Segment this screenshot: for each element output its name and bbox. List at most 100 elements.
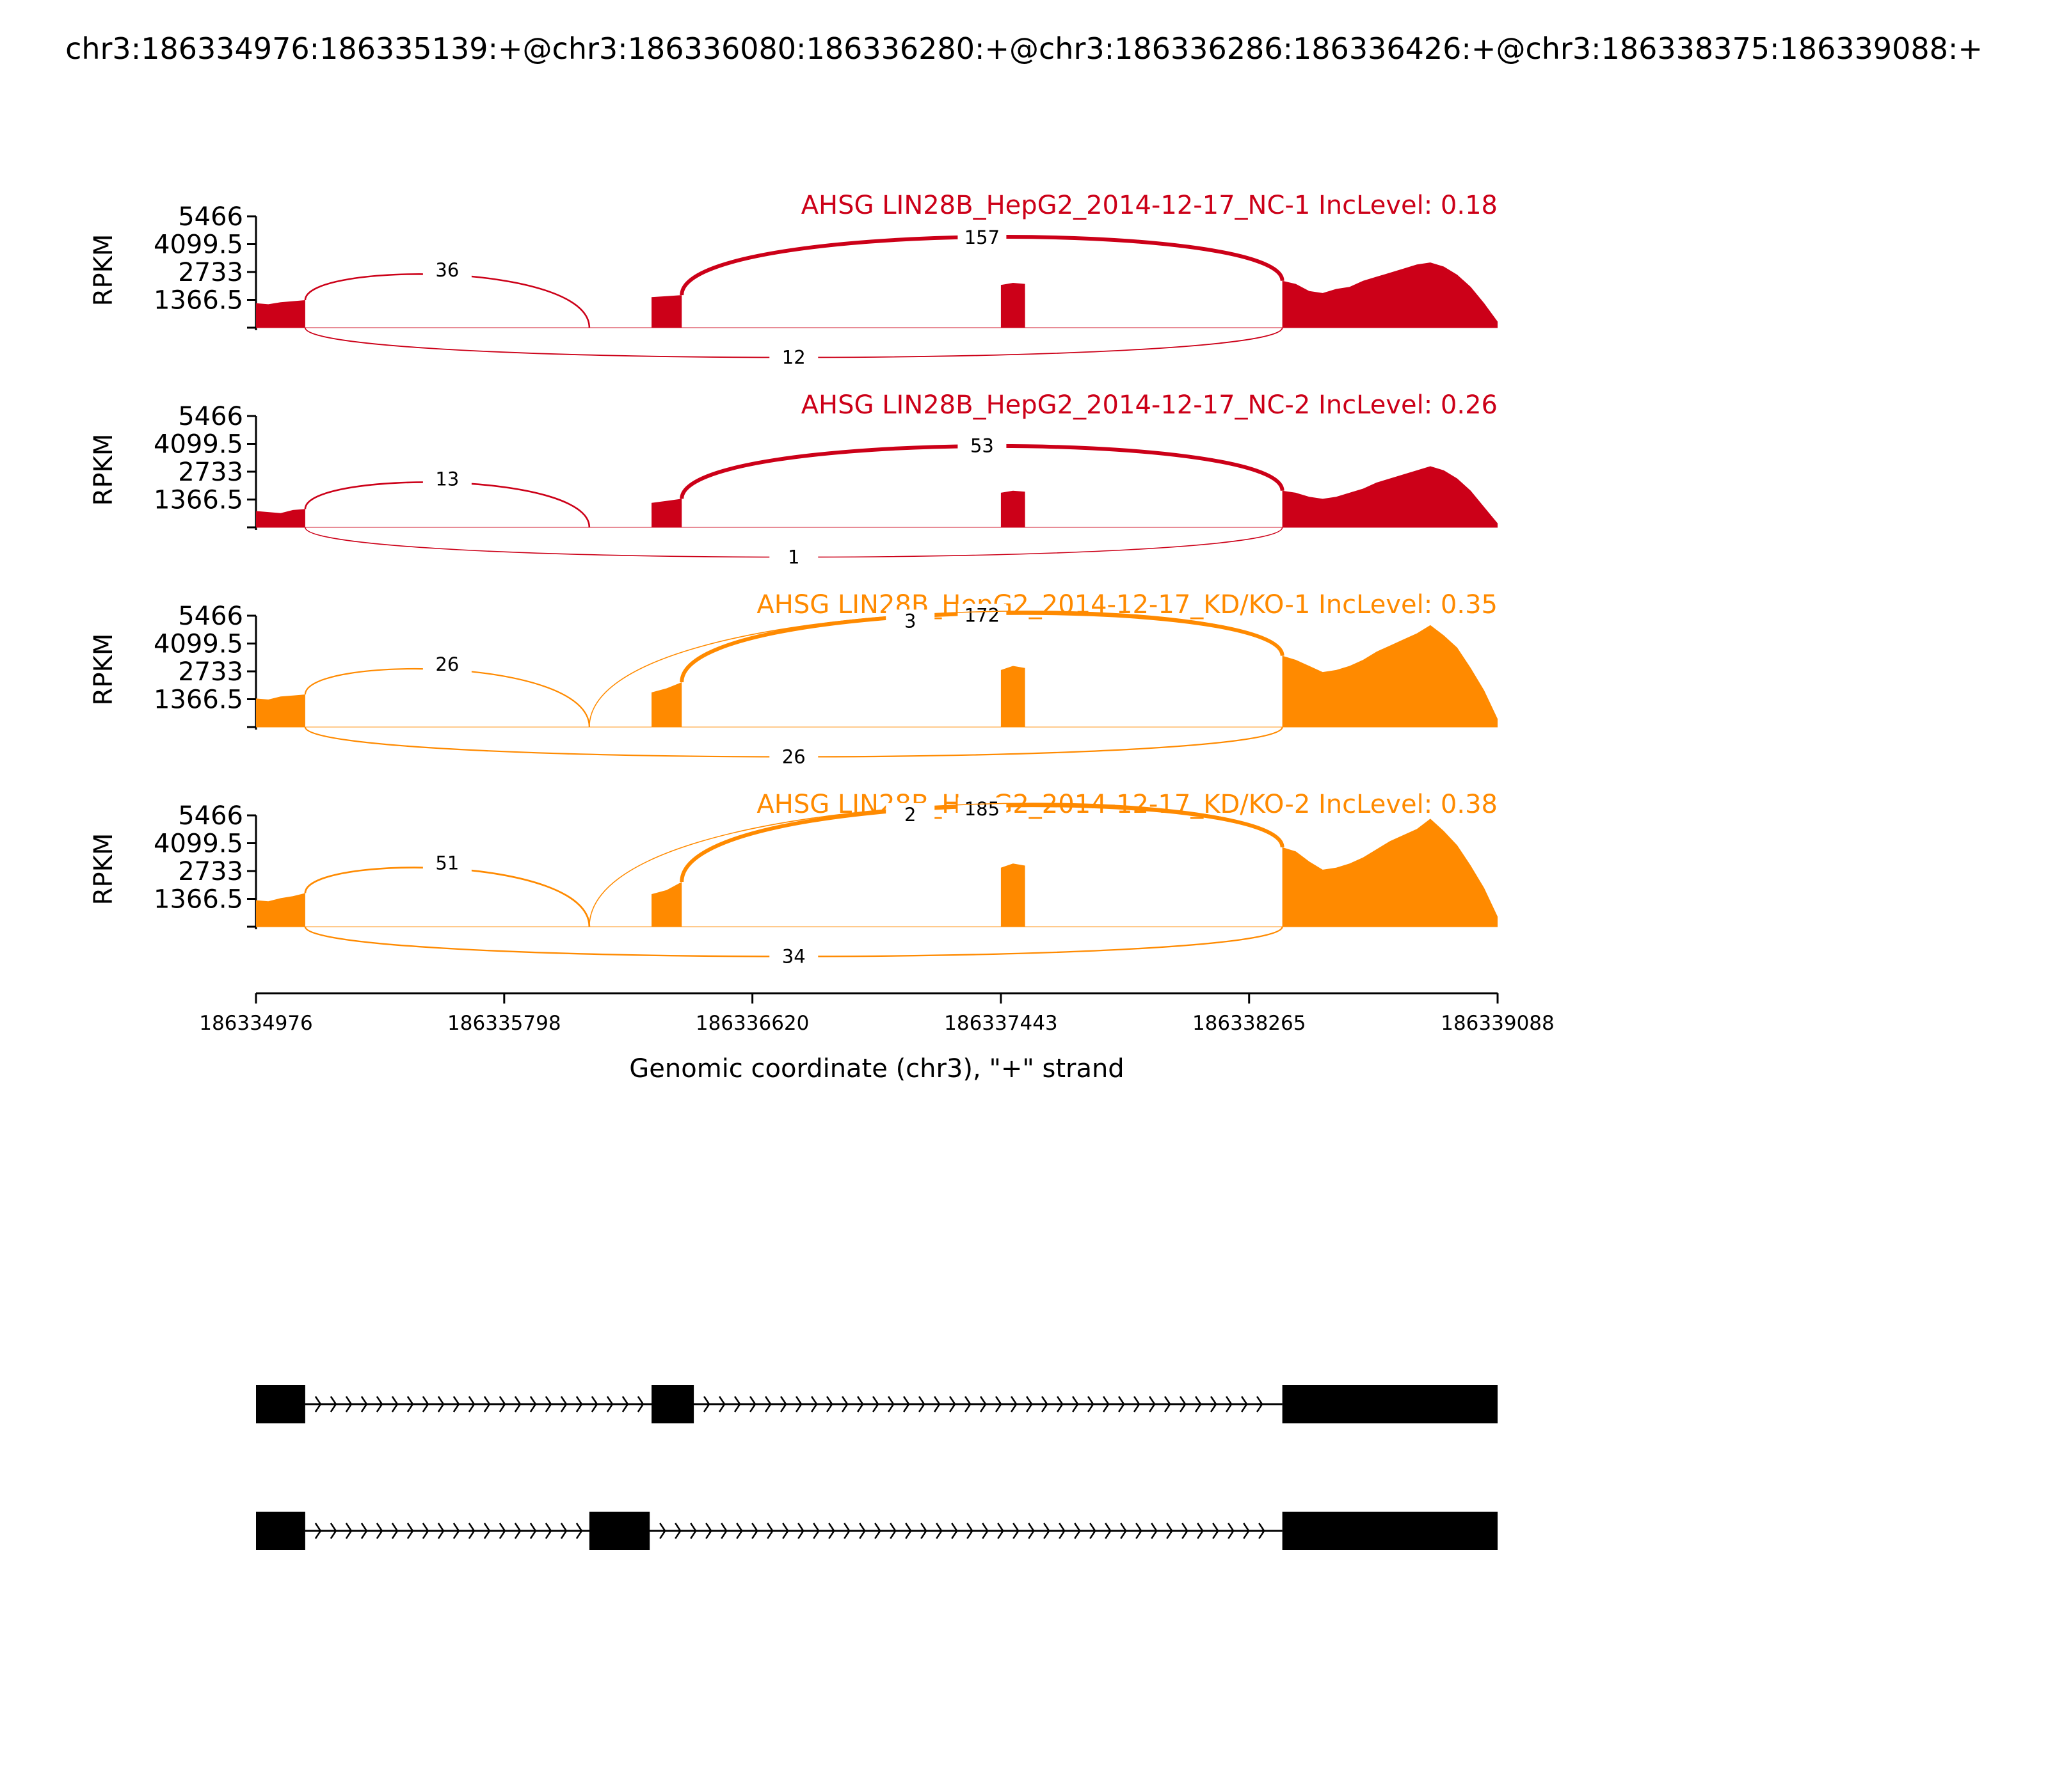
strand-arrow <box>749 1396 756 1412</box>
coverage-area <box>1282 466 1498 527</box>
exon-block <box>1282 1512 1498 1550</box>
strand-arrow <box>360 1396 368 1412</box>
y-tick-label: 1366.5 <box>154 486 243 515</box>
exon-block <box>256 1512 305 1550</box>
coverage-area <box>652 682 682 727</box>
y-tick-label: 4099.5 <box>154 630 243 659</box>
strand-arrow <box>703 1396 710 1412</box>
strand-arrow <box>828 1523 835 1539</box>
strand-arrow <box>422 1523 429 1539</box>
junction-count: 3 <box>904 610 916 632</box>
strand-arrow <box>811 1396 818 1412</box>
strand-arrow <box>591 1396 598 1412</box>
strand-arrow <box>422 1396 429 1412</box>
exon-block <box>1282 1385 1498 1423</box>
strand-arrow <box>842 1396 849 1412</box>
strand-arrow <box>1243 1523 1250 1539</box>
junction-count: 36 <box>435 259 459 281</box>
y-axis-title: RPKM <box>89 634 118 706</box>
y-tick-label: 1366.5 <box>154 885 243 915</box>
strand-arrow <box>1118 1396 1125 1412</box>
x-tick-label: 186334976 <box>199 1012 313 1035</box>
strand-arrow <box>1012 1523 1020 1539</box>
strand-arrow <box>1164 1396 1171 1412</box>
junction-count: 185 <box>964 798 1000 820</box>
gene-models <box>256 1385 1498 1550</box>
exon-block <box>589 1512 650 1550</box>
strand-arrow <box>734 1396 741 1412</box>
strand-arrow <box>857 1396 864 1412</box>
strand-arrow <box>844 1523 851 1539</box>
strand-arrow <box>1241 1396 1248 1412</box>
strand-arrow <box>1166 1523 1173 1539</box>
junction-count: 2 <box>904 804 916 826</box>
strand-arrow <box>782 1523 789 1539</box>
junction-count: 157 <box>964 227 1000 248</box>
strand-arrow <box>982 1523 989 1539</box>
junction-count: 12 <box>782 347 806 369</box>
strand-arrow <box>345 1523 353 1539</box>
strand-arrow <box>514 1523 522 1539</box>
strand-arrow <box>314 1523 322 1539</box>
strand-arrow <box>360 1523 368 1539</box>
strand-arrow <box>751 1523 758 1539</box>
junction-label-bg <box>422 851 472 874</box>
strand-arrow <box>1041 1396 1048 1412</box>
strand-arrow <box>905 1523 912 1539</box>
junction-count: 34 <box>782 946 806 968</box>
strand-arrow <box>376 1396 383 1412</box>
sample-label: AHSG LIN28B_HepG2_2014-12-17_KD/KO-2 Inc… <box>756 790 1498 819</box>
strand-arrow <box>1149 1396 1156 1412</box>
strand-arrow <box>1087 1396 1094 1412</box>
strand-arrow <box>529 1523 537 1539</box>
junction-label-bg <box>769 346 819 368</box>
strand-arrow <box>903 1396 910 1412</box>
strand-arrow <box>545 1396 552 1412</box>
coverage-area <box>1000 490 1025 527</box>
strand-arrow <box>1228 1523 1235 1539</box>
strand-arrow <box>995 1396 1002 1412</box>
junction-count: 26 <box>782 746 806 768</box>
sample-label: AHSG LIN28B_HepG2_2014-12-17_NC-1 IncLev… <box>801 191 1498 220</box>
strand-arrow <box>705 1523 712 1539</box>
gene-model <box>256 1512 1498 1550</box>
strand-arrow <box>1133 1396 1140 1412</box>
strand-arrow <box>1072 1396 1079 1412</box>
strand-arrow <box>949 1396 956 1412</box>
strand-arrow <box>314 1396 322 1412</box>
junction-arc <box>304 668 590 728</box>
y-axis-title: RPKM <box>89 434 118 506</box>
junction-count: 26 <box>435 653 459 675</box>
strand-arrow <box>637 1396 644 1412</box>
coverage-area <box>1000 283 1025 328</box>
strand-arrow <box>499 1396 506 1412</box>
junction-label-bg <box>422 259 472 281</box>
x-tick-label: 186336620 <box>696 1012 810 1035</box>
y-tick-label: 4099.5 <box>154 829 243 859</box>
strand-arrow <box>765 1396 772 1412</box>
strand-arrow <box>514 1396 522 1412</box>
y-tick-label: 2733 <box>178 458 243 487</box>
strand-arrow <box>1226 1396 1233 1412</box>
junction-label-bg <box>769 745 819 767</box>
strand-arrow <box>980 1396 987 1412</box>
x-tick-label: 186338265 <box>1192 1012 1306 1035</box>
strand-arrow <box>936 1523 943 1539</box>
strand-arrow <box>874 1523 881 1539</box>
exon-block <box>652 1385 694 1423</box>
strand-arrow <box>951 1523 958 1539</box>
strand-arrow <box>330 1396 337 1412</box>
strand-arrow <box>675 1523 682 1539</box>
strand-arrow <box>452 1523 460 1539</box>
strand-arrow <box>1197 1523 1204 1539</box>
coverage-area <box>1000 863 1025 927</box>
strand-arrow <box>391 1396 399 1412</box>
strand-arrow <box>468 1396 476 1412</box>
strand-arrow <box>560 1523 568 1539</box>
y-tick-label: 5466 <box>178 202 243 232</box>
y-axis-title: RPKM <box>89 833 118 906</box>
x-tick-label: 186335798 <box>447 1012 561 1035</box>
strand-arrow <box>1043 1523 1050 1539</box>
